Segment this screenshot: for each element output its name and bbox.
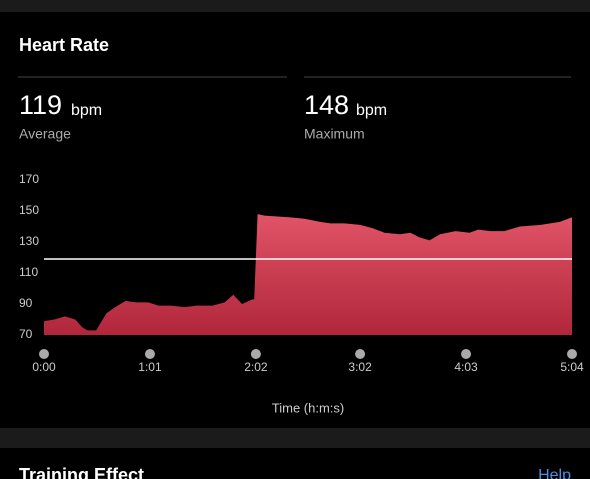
stat-label: Average: [19, 126, 71, 142]
x-tick-label: 0:00: [32, 360, 56, 374]
stat-value: 119: [19, 90, 62, 120]
x-tick-dot: [39, 349, 49, 359]
card-title: Heart Rate: [19, 35, 109, 55]
x-axis-label: Time (h:m:s): [272, 400, 344, 415]
y-tick-label: 170: [19, 172, 39, 186]
x-tick-label: 4:03: [454, 360, 478, 374]
y-tick-label: 130: [19, 234, 39, 248]
x-tick-dot: [461, 349, 472, 359]
x-tick-label: 5:04: [560, 360, 584, 374]
x-tick-dot: [567, 349, 577, 359]
x-tick-label: 3:02: [348, 360, 372, 374]
stat-unit: bpm: [71, 102, 102, 119]
stat-value: 148: [304, 90, 349, 120]
x-tick-dot: [250, 349, 261, 359]
x-tick-label: 1:01: [138, 360, 162, 374]
stat-unit: bpm: [356, 102, 387, 119]
y-tick-label: 70: [19, 327, 33, 341]
top-band: [0, 0, 590, 12]
help-link[interactable]: Help: [538, 467, 571, 479]
x-tick-label: 2:02: [244, 360, 268, 374]
section-title: Training Effect: [19, 465, 144, 479]
section-gap: [0, 428, 590, 448]
x-tick-dot: [355, 349, 366, 359]
heart-rate-area: [44, 214, 572, 335]
stat-label: Maximum: [304, 126, 365, 142]
x-tick-dot: [144, 349, 155, 359]
y-tick-label: 110: [19, 265, 38, 279]
y-tick-label: 90: [19, 296, 33, 310]
y-tick-label: 150: [19, 203, 39, 217]
